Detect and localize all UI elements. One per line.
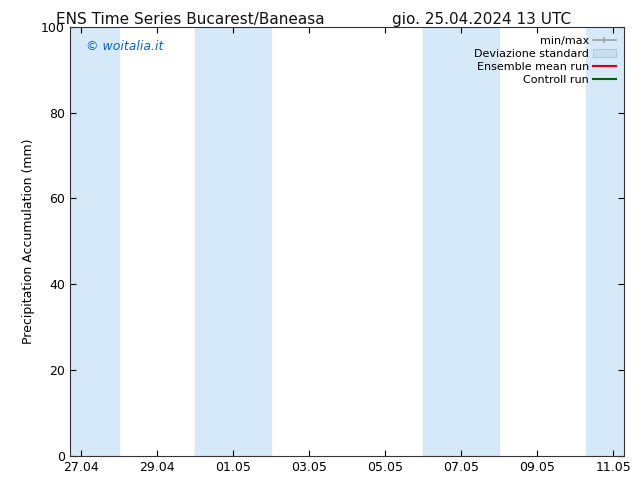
Bar <box>423 27 499 456</box>
Legend: min/max, Deviazione standard, Ensemble mean run, Controll run: min/max, Deviazione standard, Ensemble m… <box>470 32 619 88</box>
Bar <box>195 27 271 456</box>
Text: ENS Time Series Bucarest/Baneasa: ENS Time Series Bucarest/Baneasa <box>56 12 325 27</box>
Text: gio. 25.04.2024 13 UTC: gio. 25.04.2024 13 UTC <box>392 12 571 27</box>
Bar <box>586 27 624 456</box>
Y-axis label: Precipitation Accumulation (mm): Precipitation Accumulation (mm) <box>22 139 36 344</box>
Bar <box>70 27 119 456</box>
Text: © woitalia.it: © woitalia.it <box>86 40 164 53</box>
